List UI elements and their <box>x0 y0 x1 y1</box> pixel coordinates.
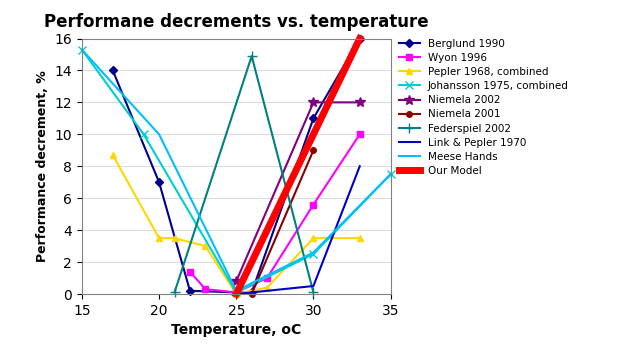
Niemela 2001 <box>248 292 256 296</box>
Federspiel 2002 <box>248 54 256 58</box>
Berglund 1990 <box>248 290 256 294</box>
Johansson 1975, combined <box>140 132 147 137</box>
Title: Performane decrements vs. temperature: Performane decrements vs. temperature <box>44 13 428 32</box>
Pepler 1968, combined <box>263 286 271 290</box>
Line: Meese Hands: Meese Hands <box>82 50 391 291</box>
Niemela 2002 <box>356 100 364 104</box>
Johansson 1975, combined <box>232 290 240 294</box>
Line: Niemela 2002: Niemela 2002 <box>231 98 365 286</box>
Niemela 2002 <box>232 279 240 283</box>
Meese Hands <box>232 289 240 293</box>
Link & Pepler 1970 <box>310 284 318 288</box>
Johansson 1975, combined <box>78 48 86 52</box>
Meese Hands <box>310 250 318 254</box>
Niemela 2001 <box>310 148 318 152</box>
Wyon 1996 <box>310 202 318 206</box>
Federspiel 2002 <box>171 290 178 294</box>
Berglund 1990 <box>310 116 318 120</box>
Link & Pepler 1970 <box>232 292 240 296</box>
Meese Hands <box>155 132 163 137</box>
Pepler 1968, combined <box>232 292 240 296</box>
Johansson 1975, combined <box>310 252 318 256</box>
Pepler 1968, combined <box>155 236 163 240</box>
Meese Hands <box>387 172 394 176</box>
Link & Pepler 1970 <box>356 164 364 168</box>
Line: Wyon 1996: Wyon 1996 <box>187 132 362 295</box>
Wyon 1996 <box>356 132 364 137</box>
Pepler 1968, combined <box>109 153 117 157</box>
Line: Berglund 1990: Berglund 1990 <box>110 36 362 295</box>
Pepler 1968, combined <box>356 236 364 240</box>
Pepler 1968, combined <box>171 236 178 240</box>
Line: Niemela 2001: Niemela 2001 <box>249 147 316 297</box>
X-axis label: Temperature, oC: Temperature, oC <box>171 323 301 337</box>
Wyon 1996 <box>202 287 209 291</box>
Wyon 1996 <box>232 290 240 294</box>
Line: Federspiel 2002: Federspiel 2002 <box>169 51 318 297</box>
Federspiel 2002 <box>310 290 318 294</box>
Berglund 1990 <box>155 180 163 184</box>
Meese Hands <box>78 48 86 52</box>
Berglund 1990 <box>186 289 194 293</box>
Johansson 1975, combined <box>387 172 394 176</box>
Berglund 1990 <box>109 68 117 72</box>
Y-axis label: Performance decrement, %: Performance decrement, % <box>36 70 49 262</box>
Legend: Berglund 1990, Wyon 1996, Pepler 1968, combined, Johansson 1975, combined, Nieme: Berglund 1990, Wyon 1996, Pepler 1968, c… <box>399 38 569 176</box>
Pepler 1968, combined <box>310 236 318 240</box>
Wyon 1996 <box>263 276 271 280</box>
Wyon 1996 <box>186 270 194 274</box>
Berglund 1990 <box>356 36 364 41</box>
Line: Link & Pepler 1970: Link & Pepler 1970 <box>236 166 360 294</box>
Niemela 2002 <box>310 100 318 104</box>
Berglund 1990 <box>232 290 240 294</box>
Line: Pepler 1968, combined: Pepler 1968, combined <box>110 152 362 297</box>
Line: Johansson 1975, combined: Johansson 1975, combined <box>77 46 395 296</box>
Pepler 1968, combined <box>202 244 209 248</box>
